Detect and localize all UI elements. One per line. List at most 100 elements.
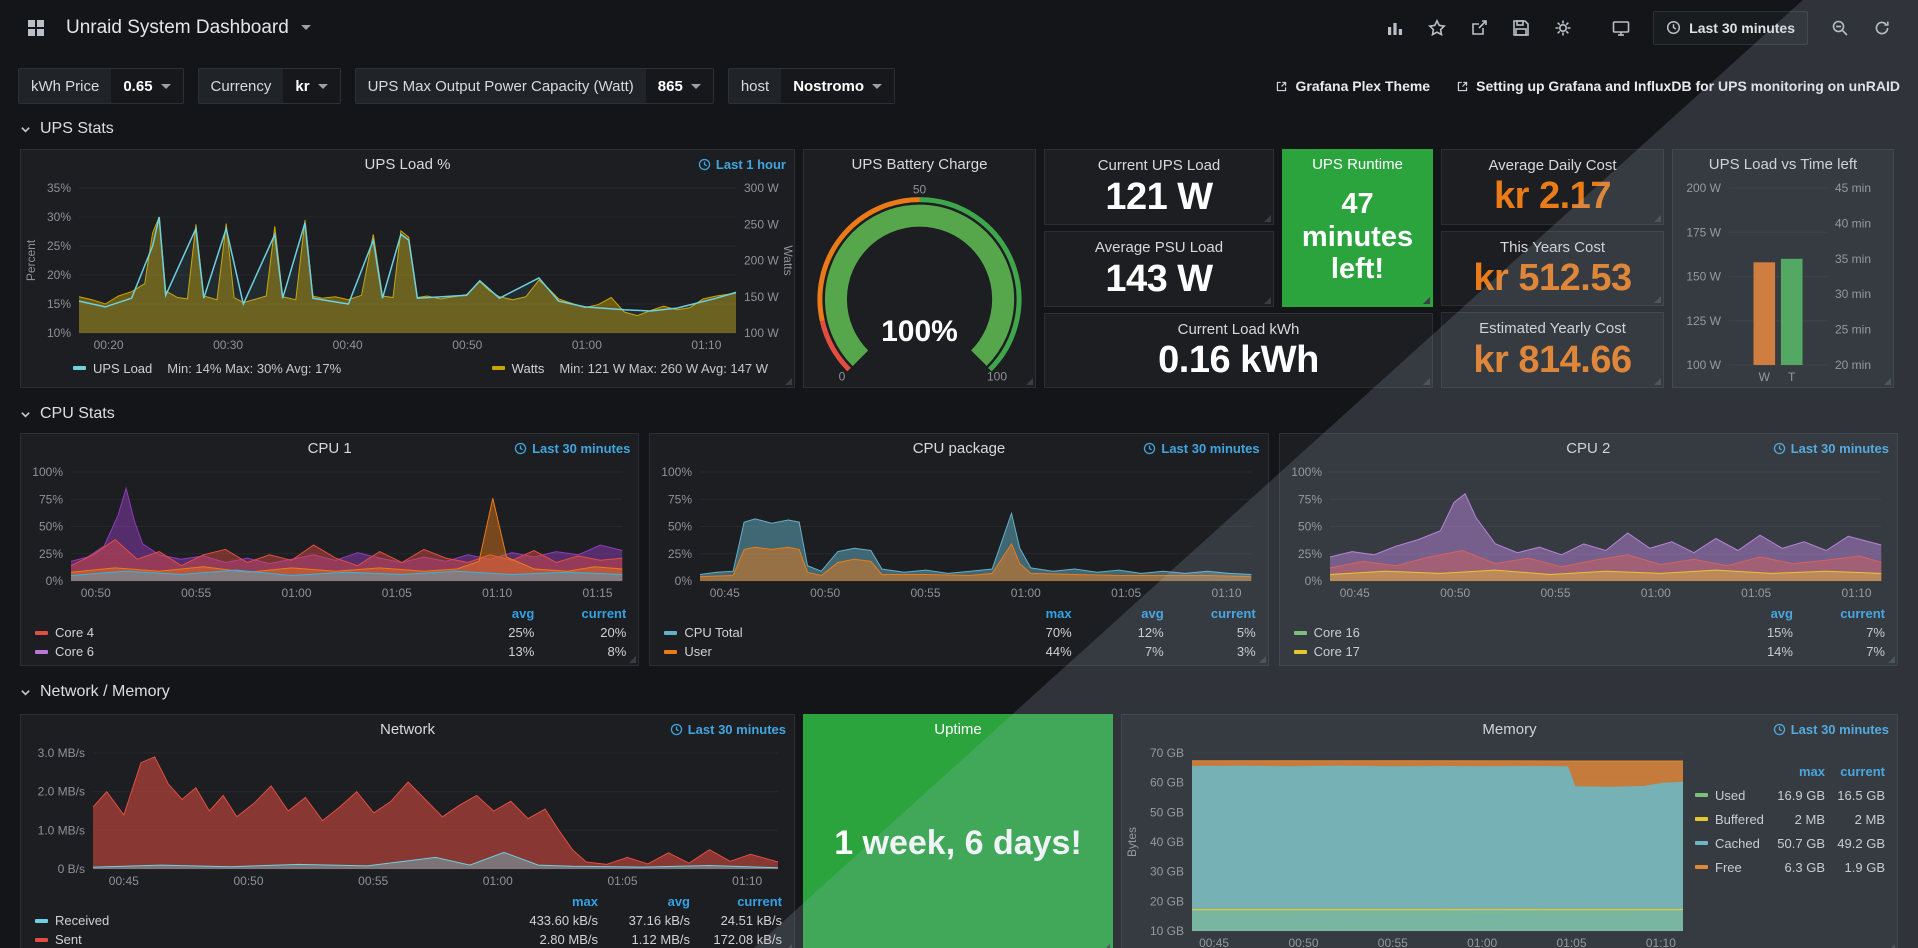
svg-text:00:55: 00:55	[358, 874, 388, 888]
legend-item[interactable]: Core 16 15% 7%	[1293, 623, 1885, 642]
svg-text:00:55: 00:55	[1378, 936, 1408, 948]
navbar: Unraid System Dashboard	[0, 0, 1918, 55]
legend-header[interactable]: max current	[1798, 763, 1885, 779]
network-chart[interactable]: 3.0 MB/s 2.0 MB/s 1.0 MB/s 0 B/s 00:45 00:50 0…	[21, 743, 794, 891]
svg-text:100 W: 100 W	[744, 326, 779, 340]
time-badge[interactable]: Last 30 minutes	[1773, 441, 1889, 456]
section-title: Network / Memory	[40, 683, 170, 700]
panel-title[interactable]: Average Daily Cost	[1488, 157, 1617, 174]
time-badge[interactable]: Last 30 minutes	[1143, 441, 1260, 456]
tv-mode-icon[interactable]	[1603, 12, 1639, 44]
panel-title[interactable]: Network	[379, 720, 435, 738]
refresh-icon[interactable]	[1864, 12, 1900, 44]
legend-header[interactable]: max avg current	[1045, 606, 1256, 621]
legend-header[interactable]: avg current	[511, 606, 627, 621]
dashboard-link-plex-theme[interactable]: Grafana Plex Theme	[1275, 78, 1430, 94]
svg-text:01:05: 01:05	[607, 874, 637, 888]
panel-average-daily-cost: Average Daily Cost kr 2.17	[1441, 149, 1664, 225]
legend-item[interactable]: Sent 2.80 MB/s 1.12 MB/s 172.08 kB/s	[35, 930, 782, 948]
panel-ups-load-vs-time-left: UPS Load vs Time left 200 W 175 W 150 W 125…	[1672, 149, 1894, 388]
legend-item[interactable]: Free 6.3 GB 1.9 GB	[1695, 855, 1885, 879]
panel-current-ups-load: Current UPS Load 121 W	[1044, 149, 1274, 225]
panel-ups-load: UPS Load % Last 1 hour 35% 30% 25% 20% 15% 10…	[20, 149, 795, 388]
legend-item[interactable]: Watts Min: 121 W Max: 260 W Avg: 147 W	[491, 359, 768, 378]
series-swatch	[1695, 793, 1708, 797]
add-panel-icon[interactable]	[1377, 12, 1413, 44]
legend-item[interactable]: Received 433.60 kB/s 37.16 kB/s 24.51 kB/s	[35, 911, 782, 930]
svg-text:Percent: Percent	[24, 239, 38, 281]
section-ups-stats[interactable]: UPS Stats	[0, 118, 1918, 140]
cpu2-chart[interactable]: 100% 75% 50% 25% 0% 00:45 00:50 00:55 01:00 01:05…	[1280, 462, 1897, 603]
variable-value-dropdown[interactable]: 0.65	[111, 69, 183, 103]
ups-vs-time-chart[interactable]: 200 W 175 W 150 W 125 W 100 W 45 min 40 min 35 …	[1673, 178, 1893, 387]
legend-item[interactable]: Used 16.9 GB 16.5 GB	[1695, 783, 1885, 807]
time-range-button[interactable]: Last 30 minutes	[1653, 10, 1808, 45]
panel-title[interactable]: Uptime	[934, 720, 982, 738]
svg-text:100%: 100%	[881, 315, 958, 348]
zoom-out-icon[interactable]	[1822, 12, 1858, 44]
svg-text:01:10: 01:10	[1841, 586, 1871, 600]
clock-icon	[1773, 723, 1785, 736]
svg-text:2.0 MB/s: 2.0 MB/s	[38, 785, 85, 799]
panel-title[interactable]: Memory	[1482, 720, 1537, 738]
variable-label: host	[728, 69, 782, 103]
panel-cpu-package: CPU package Last 30 minutes 100% 75% 50% 25…	[649, 433, 1269, 666]
panel-title[interactable]: UPS Runtime	[1312, 155, 1403, 173]
variable-value-dropdown[interactable]: Nostromo	[781, 69, 895, 103]
dashboard-grid-icon[interactable]	[18, 12, 54, 44]
section-cpu-stats[interactable]: CPU Stats	[0, 403, 1918, 425]
ups-load-chart[interactable]: 35% 30% 25% 20% 15% 10% 300 W 250 W 200 W 150 W 10…	[21, 178, 794, 355]
save-icon[interactable]	[1503, 12, 1539, 44]
legend-item[interactable]: Core 6 13% 8%	[35, 642, 626, 661]
panel-title[interactable]: UPS Load vs Time left	[1708, 155, 1858, 173]
section-title: CPU Stats	[40, 405, 115, 422]
panel-title[interactable]: UPS Load %	[364, 155, 451, 173]
battery-gauge[interactable]: 0 50 100 100%	[804, 178, 1035, 387]
panel-this-years-cost: This Years Cost kr 512.53	[1441, 230, 1664, 307]
cpu1-chart[interactable]: 100% 75% 50% 25% 0% 00:50 00:55 01:00 01:05 01:10…	[21, 462, 638, 603]
svg-text:75%: 75%	[1298, 492, 1322, 506]
stat-value: 47 minutes left!	[1301, 188, 1414, 286]
time-badge[interactable]: Last 30 minutes	[1773, 722, 1889, 737]
panel-title[interactable]: Average PSU Load	[1094, 239, 1224, 256]
panel-title[interactable]: Current UPS Load	[1097, 157, 1221, 174]
legend-item[interactable]: Cached 50.7 GB 49.2 GB	[1695, 831, 1885, 855]
svg-text:1.0 MB/s: 1.0 MB/s	[38, 823, 85, 837]
legend-header[interactable]: avg current	[1770, 606, 1885, 621]
panel-title[interactable]: Current Load kWh	[1177, 321, 1300, 338]
panel-title[interactable]: This Years Cost	[1499, 238, 1606, 256]
legend-item[interactable]: Core 4 25% 20%	[35, 623, 626, 642]
section-network-memory[interactable]: Network / Memory	[0, 681, 1918, 703]
legend-item[interactable]: Buffered 2 MB 2 MB	[1695, 807, 1885, 831]
settings-gear-icon[interactable]	[1545, 12, 1581, 44]
svg-text:01:10: 01:10	[482, 586, 512, 600]
legend-item[interactable]: UPS Load Min: 14% Max: 30% Avg: 17%	[73, 359, 341, 378]
star-icon[interactable]	[1419, 12, 1455, 44]
panel-title[interactable]: CPU 1	[307, 439, 352, 457]
share-icon[interactable]	[1461, 12, 1497, 44]
legend-item[interactable]: User 44% 7% 3%	[664, 642, 1256, 661]
variable-value-dropdown[interactable]: 865	[645, 69, 713, 103]
svg-text:25%: 25%	[668, 547, 692, 561]
svg-text:W: W	[1759, 370, 1771, 384]
panel-title[interactable]: CPU package	[912, 439, 1006, 457]
legend-header[interactable]: max avg current	[571, 894, 782, 909]
panel-title[interactable]: UPS Battery Charge	[851, 155, 988, 173]
panel-average-psu-load: Average PSU Load 143 W	[1044, 231, 1274, 307]
legend-item[interactable]: Core 17 14% 7%	[1293, 642, 1885, 661]
dashboard-title[interactable]: Unraid System Dashboard	[66, 16, 289, 38]
legend-item[interactable]: CPU Total 70% 12% 5%	[664, 623, 1256, 642]
variable-currency: Currency kr	[197, 68, 341, 104]
panel-title[interactable]: Estimated Yearly Cost	[1479, 320, 1626, 338]
time-badge[interactable]: Last 30 minutes	[670, 722, 786, 737]
panel-title[interactable]: CPU 2	[1566, 439, 1611, 457]
cpu-package-chart[interactable]: 100% 75% 50% 25% 0% 00:45 00:50 00:55 01:00 01:05…	[650, 462, 1267, 603]
time-badge[interactable]: Last 30 minutes	[514, 441, 630, 456]
svg-text:0%: 0%	[1304, 574, 1322, 588]
variable-value-dropdown[interactable]: kr	[283, 69, 340, 103]
memory-chart[interactable]: 70 GB 60 GB 50 GB 40 GB 30 GB 20 GB 10 GB 00:45…	[1122, 743, 1695, 948]
svg-text:150 W: 150 W	[1686, 270, 1721, 284]
svg-text:175 W: 175 W	[1686, 225, 1721, 239]
time-badge[interactable]: Last 1 hour	[698, 157, 786, 172]
dashboard-link-ups-guide[interactable]: Setting up Grafana and InfluxDB for UPS …	[1456, 78, 1900, 94]
